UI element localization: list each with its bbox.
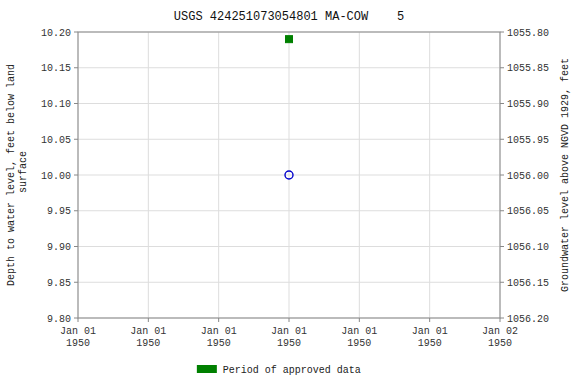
x-tick-label: Jan 011950 — [60, 326, 96, 349]
x-tick-label: Jan 011950 — [130, 326, 166, 349]
y2-tick — [500, 175, 504, 176]
x-tick-label: Jan 011950 — [201, 326, 237, 349]
y2-tick-label: 1055.95 — [507, 135, 549, 146]
x-tick-label: Jan 011950 — [341, 326, 377, 349]
x-tick-label: Jan 011950 — [271, 326, 307, 349]
square-marker — [286, 36, 293, 43]
marks — [285, 36, 293, 179]
x-tick — [289, 318, 290, 322]
y2-tick — [500, 210, 504, 211]
y-label-group: Depth to water level, feet below land su… — [6, 64, 29, 286]
y2-tick — [500, 282, 504, 283]
legend-label: Period of approved data — [223, 365, 361, 376]
text-line: Jan 01 — [130, 326, 166, 337]
y-grid-line — [78, 282, 500, 283]
y-tick-label: 10.20 — [41, 28, 71, 39]
x-tick-label: Jan 021950 — [482, 326, 518, 349]
y-tick-label: 9.95 — [47, 206, 71, 217]
text-line: 1950 — [66, 338, 90, 349]
y-grid-line — [78, 175, 500, 176]
text-line: Jan 01 — [412, 326, 448, 337]
text-line: 1950 — [347, 338, 371, 349]
y2-axis: 1056.20 1056.15 1056.10 1056.05 1056.00 1055.… — [500, 28, 549, 325]
x-tick — [78, 318, 79, 322]
y-tick-label: 10.00 — [41, 171, 71, 182]
y2-tick — [500, 32, 504, 33]
text-line: Depth to water level, feet below land — [6, 64, 17, 286]
y-grid-line — [78, 139, 500, 140]
y-tick-label: 10.05 — [41, 135, 71, 146]
y-tick — [74, 246, 78, 247]
y-tick-label: 10.10 — [41, 99, 71, 110]
y2-tick-label: 1055.85 — [507, 63, 549, 74]
y-axis: 9.80 9.85 9.90 9.95 10.00 10.05 10.10 10.15 10.2… — [41, 28, 78, 325]
title: USGS 424251073054801 MA-COW 5 — [174, 10, 404, 24]
y-tick — [74, 103, 78, 104]
grid — [78, 32, 500, 318]
background — [0, 0, 576, 384]
y2-tick-label: 1055.90 — [507, 99, 549, 110]
y2-label-group: Groundwater level above NGVD 1929, feet — [560, 58, 571, 292]
y-tick-label: 10.15 — [41, 63, 71, 74]
text-line: Jan 02 — [482, 326, 518, 337]
x-tick-label: Jan 011950 — [412, 326, 448, 349]
y-axis-label: Depth to water level, feet below land su… — [6, 64, 29, 286]
legend: Period of approved data — [197, 365, 361, 376]
y2-tick-label: 1056.20 — [507, 314, 549, 325]
y-grid-line — [78, 210, 500, 211]
y2-tick-label: 1056.15 — [507, 278, 549, 289]
y-grid-line — [78, 67, 500, 68]
y2-tick-label: 1056.00 — [507, 171, 549, 182]
text-line: Jan 01 — [60, 326, 96, 337]
y-tick — [74, 282, 78, 283]
text-line: surface — [18, 151, 29, 199]
legend-swatch — [197, 365, 217, 373]
open-circle-marker — [285, 171, 293, 179]
plot-frame — [78, 32, 500, 318]
y2-tick — [500, 246, 504, 247]
x-tick — [359, 318, 360, 322]
x-axis: Jan 011950Jan 011950Jan 011950Jan 011950… — [60, 318, 518, 349]
y-grid-line — [78, 246, 500, 247]
y-tick-label: 9.90 — [47, 242, 71, 253]
y-tick — [74, 175, 78, 176]
y-tick — [74, 32, 78, 33]
text-line: 1950 — [207, 338, 231, 349]
x-tick — [148, 318, 149, 322]
y-tick — [74, 139, 78, 140]
y2-tick — [500, 318, 504, 319]
y-tick — [74, 210, 78, 211]
text-line: Jan 01 — [201, 326, 237, 337]
y2-tick-label: 1055.80 — [507, 28, 549, 39]
x-tick — [500, 318, 501, 322]
y2-tick-label: 1056.10 — [507, 242, 549, 253]
y-tick-label: 9.80 — [47, 314, 71, 325]
y-tick — [74, 67, 78, 68]
text-line: Jan 01 — [271, 326, 307, 337]
text-line: 1950 — [488, 338, 512, 349]
chart: Jan 011950Jan 011950Jan 011950Jan 011950… — [0, 0, 576, 384]
x-tick — [218, 318, 219, 322]
y2-tick-label: 1056.05 — [507, 206, 549, 217]
y2-axis-label: Groundwater level above NGVD 1929, feet — [560, 58, 571, 292]
text-line: 1950 — [136, 338, 160, 349]
x-tick — [429, 318, 430, 322]
text-line: 1950 — [418, 338, 442, 349]
y-grid-line — [78, 103, 500, 104]
y2-tick — [500, 139, 504, 140]
y-tick-label: 9.85 — [47, 278, 71, 289]
y-tick — [74, 318, 78, 319]
y2-tick — [500, 67, 504, 68]
text-line: 1950 — [277, 338, 301, 349]
text-line: Jan 01 — [341, 326, 377, 337]
text-line: Groundwater level above NGVD 1929, feet — [560, 58, 571, 292]
y2-tick — [500, 103, 504, 104]
